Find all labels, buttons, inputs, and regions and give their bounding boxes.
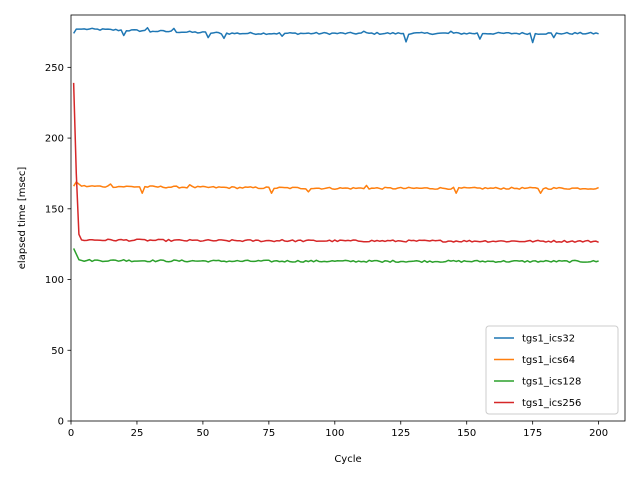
y-tick-label: 0 [58,417,64,428]
x-tick-label: 100 [325,428,344,439]
legend-box [485,325,619,415]
x-tick-label: 25 [131,428,144,439]
x-tick-label: 0 [68,428,74,439]
series-line-tgs1_ics128 [72,248,599,264]
x-tick-label: 150 [457,428,476,439]
y-tick-label: 200 [45,134,64,145]
x-axis-label: Cycle [334,454,361,465]
series-line-tgs1_ics256 [72,82,599,243]
x-tick-label: 75 [262,428,275,439]
series-line-tgs1_ics32 [73,26,599,44]
legend: tgs1_ics32 tgs1_ics64 tgs1_ics128 tgs1_ics2… [485,325,619,415]
y-tick-label: 250 [45,63,64,74]
legend-label: tgs1_ics256 [522,398,581,409]
y-tick-label: 50 [51,346,64,357]
x-tick-label: 200 [589,428,608,439]
legend-label: tgs1_ics32 [522,334,575,345]
y-axis-label: elapsed time [msec] [17,167,28,270]
x-tick-label: 125 [391,428,410,439]
x-tick-label: 50 [197,428,210,439]
legend-label: tgs1_ics128 [522,377,581,388]
series-line-tgs1_ics64 [73,181,599,194]
plot-area [72,26,599,264]
legend-label: tgs1_ics64 [522,355,575,366]
y-tick-label: 100 [45,275,64,286]
axes-frame [70,14,626,422]
tick-marks: 0 25 50 75 100 125 150 175 200 0 50 100 150 200 250 [45,63,608,439]
y-tick-label: 150 [45,204,64,215]
x-tick-label: 175 [523,428,542,439]
